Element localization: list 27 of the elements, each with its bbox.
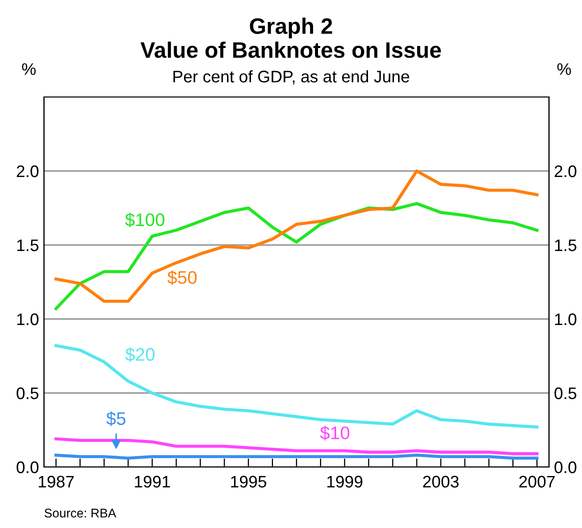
y2-tick-label: 1.0 [555, 313, 576, 326]
x-tick-label: 1987 [38, 476, 74, 488]
line-series [54, 169, 539, 303]
y-tick-label: 2.0 [16, 165, 38, 178]
x-tick-label: 1995 [231, 476, 266, 488]
series-label: $100 [125, 212, 164, 228]
x-tick-label: 1991 [134, 476, 170, 488]
x-tick-label: 2003 [423, 476, 459, 488]
x-tick-label: 1999 [327, 476, 362, 488]
y-tick-label: 1.0 [17, 313, 38, 326]
y-tick-label: 0.0 [16, 461, 38, 474]
y2-tick-label: 0.5 [554, 387, 576, 400]
y-tick-label: 1.5 [17, 240, 38, 252]
series-label: $5 [106, 411, 126, 426]
y2-tick-label: 2.0 [554, 165, 576, 178]
y2-axis-title: % [557, 63, 571, 75]
chart-subtitle: Per cent of GDP, as at end June [173, 70, 410, 84]
source-note: Source: RBA [44, 508, 116, 518]
y-axis-title: % [22, 63, 36, 75]
y2-tick-label: 1.5 [555, 240, 576, 252]
series-label: $50 [167, 270, 197, 285]
series-label: $20 [125, 347, 155, 362]
x-tick-label: 2007 [519, 476, 555, 488]
y2-tick-label: 0.0 [554, 461, 576, 474]
y-tick-label: 0.5 [16, 387, 38, 400]
series-label: $10 [320, 426, 350, 440]
chart-title: Graph 2 Value of Banknotes on Issue [140, 18, 441, 58]
